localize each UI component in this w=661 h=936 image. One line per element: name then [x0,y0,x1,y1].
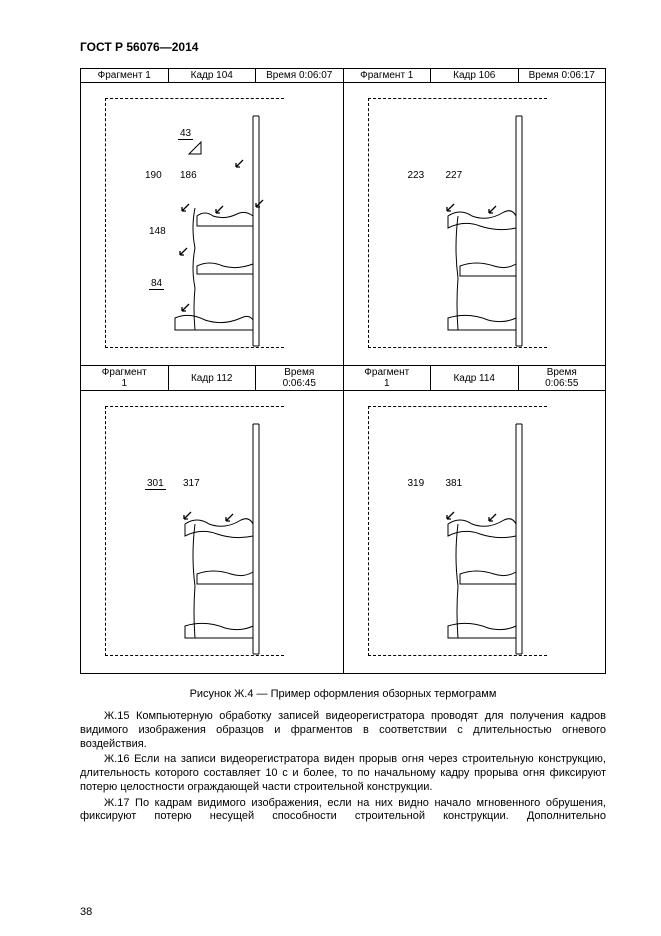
thermo-value: 148 [149,226,166,237]
arrow-icon [233,158,245,170]
structure-drawing [105,98,315,368]
arrow-icon [223,512,235,524]
arrow-icon [213,204,225,216]
structure-drawing [105,406,315,676]
panel-1: 223 227 [343,83,606,366]
arrow-icon [181,510,193,522]
h-frag-0: Фрагмент 1 [81,69,169,83]
page-number: 38 [80,906,92,918]
thermo-value: 227 [446,170,463,181]
para-1: Ж.15 Компьютерную обработку записей виде… [80,710,606,751]
panel-3: 319 381 [343,391,606,674]
arrow-icon [179,202,191,214]
h-time-3: Время0:06:55 [518,366,606,391]
para-2: Ж.16 Если на записи видеорегистратора ви… [80,753,606,794]
h-frame-2: Кадр 112 [168,366,256,391]
figure-caption: Рисунок Ж.4 — Пример оформления обзорных… [80,688,606,700]
arrow-icon [486,512,498,524]
arrow-icon [444,202,456,214]
thermo-value: 317 [183,478,200,489]
h-frame-3: Кадр 114 [431,366,519,391]
h-frame-0: Кадр 104 [168,69,256,83]
thermo-value: 301 [145,478,166,489]
arrow-icon [444,510,456,522]
thermo-value: 319 [408,478,425,489]
para-3: Ж.17 По кадрам видимого изображения, есл… [80,797,606,825]
structure-drawing [368,406,578,676]
h-frame-1: Кадр 106 [431,69,519,83]
panel-2: 301 317 [81,391,344,674]
h-time-2: Время0:06:45 [256,366,344,391]
h-time-0: Время 0:06:07 [256,69,344,83]
thermogram-table: Фрагмент 1 Кадр 104 Время 0:06:07 Фрагме… [80,68,606,674]
arrow-icon [179,302,191,314]
arrow-icon [486,204,498,216]
arrow-icon [177,246,189,258]
h-frag-2: Фрагмент1 [81,366,169,391]
h-frag-1: Фрагмент 1 [343,69,431,83]
thermo-value: 223 [408,170,425,181]
thermo-value: 190 [145,170,162,181]
arrow-icon [253,198,265,210]
doc-title: ГОСТ Р 56076—2014 [80,40,606,54]
thermo-value: 186 [180,170,197,181]
h-time-1: Время 0:06:17 [518,69,606,83]
structure-drawing [368,98,578,368]
thermo-value: 84 [149,278,164,289]
panel-0: 43 190 186 148 84 [81,83,344,366]
thermo-value: 43 [178,128,193,139]
h-frag-3: Фрагмент1 [343,366,431,391]
thermo-value: 381 [446,478,463,489]
